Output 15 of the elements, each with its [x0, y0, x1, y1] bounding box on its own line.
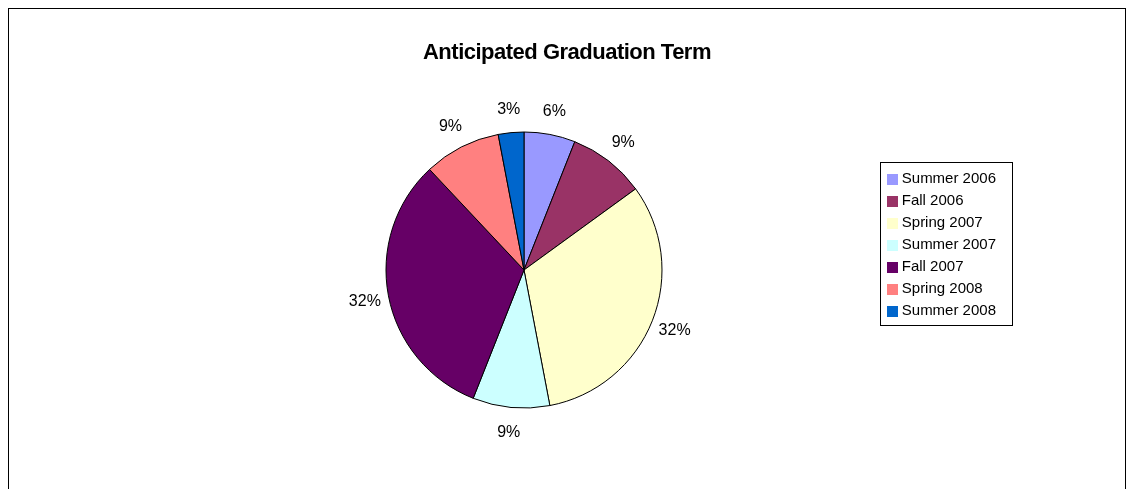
- legend-label: Summer 2008: [901, 301, 996, 318]
- legend-label: Fall 2006: [901, 191, 964, 208]
- legend-label: Summer 2006: [901, 169, 996, 186]
- data-label: 9%: [611, 133, 635, 151]
- data-label: 9%: [438, 117, 463, 135]
- data-label: 3%: [497, 100, 521, 118]
- data-label: 32%: [658, 321, 691, 339]
- legend-label: Summer 2007: [901, 235, 996, 252]
- data-label: 32%: [348, 291, 381, 309]
- data-label: 6%: [542, 102, 566, 120]
- chart-title: Anticipated Graduation Term: [422, 39, 712, 65]
- legend-label: Spring 2007: [901, 213, 983, 230]
- legend-label: Spring 2008: [901, 279, 983, 296]
- legend-label: Fall 2007: [901, 257, 964, 274]
- data-label: 9%: [497, 422, 521, 440]
